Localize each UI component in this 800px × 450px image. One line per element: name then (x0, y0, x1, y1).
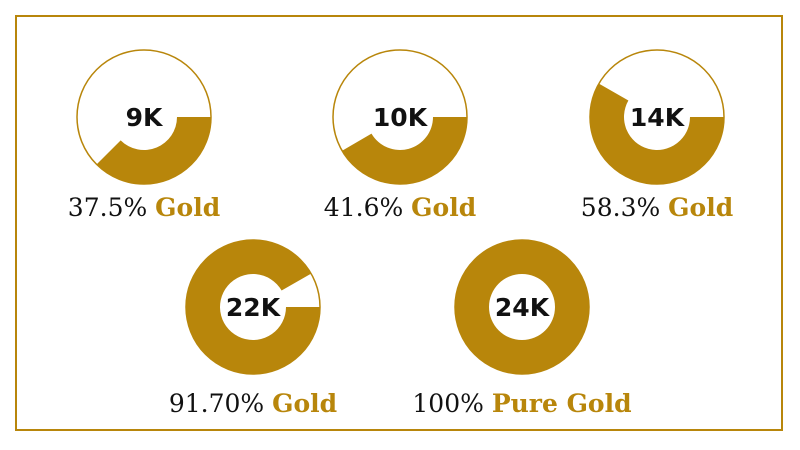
purity-label: 58.3% Gold (581, 193, 733, 222)
gold-segment (185, 240, 320, 374)
gold-segment (342, 117, 467, 184)
purity-label: 41.6% Gold (324, 193, 476, 222)
karat-label: 14K (630, 103, 686, 132)
border-frame (15, 15, 783, 431)
donut-22k: 22K (185, 239, 321, 375)
purity-label: 91.70% Gold (169, 389, 337, 418)
gold-segment (96, 117, 211, 185)
karat-label: 24K (495, 293, 551, 322)
purity-suffix: Gold (155, 193, 221, 222)
purity-percent: 100% (412, 389, 492, 418)
purity-suffix: Pure Gold (491, 389, 632, 418)
donut-10k: 10K (332, 49, 468, 185)
purity-suffix: Gold (272, 389, 338, 418)
purity-percent: 58.3% (580, 193, 669, 222)
purity-label: 100% Pure Gold (412, 389, 631, 418)
karat-label: 10K (373, 103, 429, 132)
karat-label: 22K (226, 293, 282, 322)
gold-segment (455, 239, 589, 375)
purity-label: 37.5% Gold (68, 193, 220, 222)
donut-14k: 14K (589, 49, 725, 185)
donut-24k: 24K (454, 239, 590, 375)
purity-percent: 91.70% (168, 389, 273, 418)
donut-9k: 9K (76, 49, 212, 185)
gold-segment (590, 83, 724, 184)
purity-percent: 41.6% (323, 193, 412, 222)
purity-suffix: Gold (411, 193, 477, 222)
purity-suffix: Gold (668, 193, 734, 222)
purity-percent: 37.5% (67, 193, 156, 222)
karat-label: 9K (126, 103, 164, 132)
